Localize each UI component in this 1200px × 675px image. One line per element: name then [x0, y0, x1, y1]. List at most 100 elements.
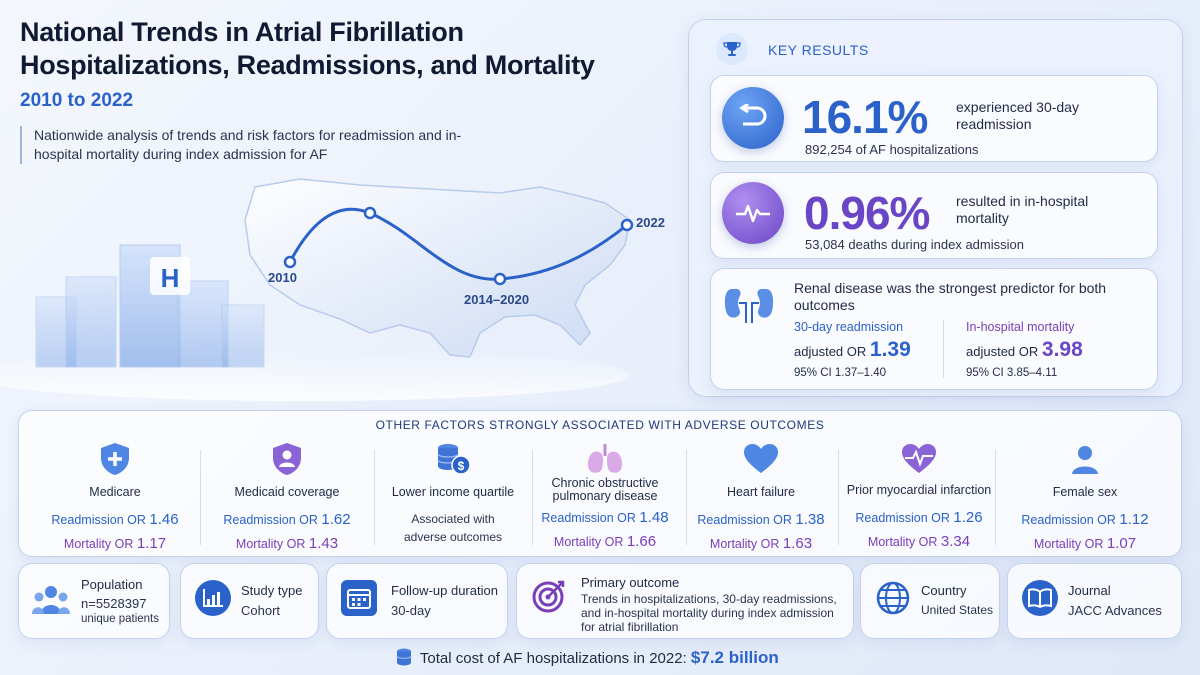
mortality-desc: resulted in in-hospital mortality: [956, 193, 1089, 226]
divider: [200, 450, 201, 545]
factor-heart-failure: Heart failure Readmission OR 1.38 Mortal…: [686, 440, 836, 552]
map-label-2014-2020: 2014–2020: [464, 292, 530, 307]
calendar-icon: [341, 580, 377, 616]
mortality-value: 0.96%: [804, 187, 930, 239]
primary-outcome-value: Trends in hospitalizations, 30-day readm…: [581, 592, 837, 634]
primary-outcome-label: Primary outcome: [581, 575, 680, 590]
other-factors-header: OTHER FACTORS STRONGLY ASSOCIATED WITH A…: [375, 418, 825, 432]
study-type-value: Cohort: [241, 603, 281, 618]
primary-outcome-card: Primary outcome Trends in hospitalizatio…: [516, 563, 854, 639]
factor-note-1: Associated with: [411, 512, 495, 526]
readmission-or: 1.48: [639, 509, 669, 526]
divider: [532, 450, 533, 545]
readmission-prefix: Readmission OR: [697, 513, 792, 527]
readmission-or: 1.12: [1119, 511, 1149, 528]
heart-pulse-icon: [844, 440, 994, 478]
factor-name: Female sex: [1052, 484, 1118, 499]
renal-mortality-label: In-hospital mortality: [966, 320, 1075, 334]
population-value: n=5528397: [81, 596, 147, 611]
kidney-icon: [722, 285, 776, 330]
shield-plus-icon: [40, 440, 190, 478]
total-cost-value: $7.2 billion: [690, 648, 779, 667]
factor-name: Medicaid coverage: [234, 484, 340, 499]
title-line-1: National Trends in Atrial Fibrillation: [20, 17, 464, 47]
readmission-value: 16.1%: [802, 91, 928, 143]
mortality-or: 3.34: [940, 533, 971, 550]
factor-name: Prior myocardial infarction: [846, 482, 992, 497]
readmission-or: 1.26: [953, 509, 983, 526]
factor-name: Heart failure: [726, 484, 796, 499]
heart-icon: [686, 440, 836, 478]
total-cost-text: Total cost of AF hospitalizations in 202…: [419, 650, 687, 667]
divider: [995, 450, 996, 545]
readmission-desc: experienced 30-day readmission: [956, 99, 1079, 132]
country-label: Country: [921, 583, 967, 598]
factor-prior-mi: Prior myocardial infarction Readmission …: [844, 440, 994, 550]
title-line-2: Hospitalizations, Readmissions, and Mort…: [20, 50, 595, 80]
renal-title: Renal disease was the strongest predicto…: [794, 280, 1107, 313]
trend-point-2010: [283, 255, 297, 269]
factor-medicare: Medicare Readmission OR 1.46 Mortality O…: [40, 440, 190, 552]
country-card: Country United States: [860, 563, 1000, 639]
factor-female-sex: Female sex Readmission OR 1.12 Mortality…: [1010, 440, 1160, 552]
map-label-2022: 2022: [636, 215, 665, 230]
mortality-or: 1.43: [308, 535, 339, 552]
intro-text: Nationwide analysis of trends and risk f…: [20, 126, 504, 164]
shield-person-icon: [212, 440, 362, 478]
journal-label: Journal: [1068, 583, 1111, 598]
svg-text:$: $: [458, 459, 465, 473]
hospital-buildings: H: [35, 244, 265, 368]
trend-point-2022: [620, 218, 634, 232]
renal-readmission-label: 30-day readmission: [794, 320, 904, 334]
factor-copd: Chronic obstructive pulmonary disease Re…: [530, 440, 680, 550]
renal-readmission-or-prefix: adjusted OR: [794, 344, 867, 359]
factor-name: Medicare: [89, 484, 141, 499]
renal-mortality-ci: 95% CI 3.85–4.11: [966, 367, 1058, 379]
mortality-prefix: Mortality OR: [867, 535, 938, 549]
mortality-or: 1.63: [782, 535, 813, 552]
key-results-label: KEY RESULTS: [768, 42, 869, 58]
mortality-or: 1.07: [1106, 535, 1137, 552]
population-card: Population n=5528397 unique patients: [18, 563, 170, 639]
readmission-sub: 892,254 of AF hospitalizations: [805, 142, 979, 157]
population-label: Population: [81, 577, 143, 592]
coins-stack-icon: [396, 648, 412, 670]
mortality-or: 1.17: [136, 535, 167, 552]
factor-name: Lower income quartile: [391, 484, 515, 499]
journal-card: Journal JACC Advances: [1007, 563, 1182, 639]
chart-icon: [195, 580, 231, 616]
divider: [686, 450, 687, 545]
year-range: 2010 to 2022: [20, 90, 134, 111]
readmission-prefix: Readmission OR: [223, 513, 318, 527]
factor-medicaid: Medicaid coverage Readmission OR 1.62 Mo…: [212, 440, 362, 552]
coins-icon: $: [378, 440, 528, 478]
trend-point-peak: [363, 206, 377, 220]
us-map-shape: [244, 178, 631, 358]
followup-value: 30-day: [391, 603, 431, 618]
total-cost: Total cost of AF hospitalizations in 202…: [396, 648, 779, 670]
factor-income: $ Lower income quartile Associated with …: [378, 440, 528, 544]
renal-mortality-or-prefix: adjusted OR: [966, 344, 1039, 359]
mortality-prefix: Mortality OR: [63, 537, 134, 551]
globe-icon: [875, 580, 911, 616]
renal-predictor-card: [710, 268, 1158, 390]
factor-note-2: adverse outcomes: [403, 530, 503, 544]
other-factors-panel: [18, 410, 1182, 557]
readmission-or: 1.46: [149, 511, 179, 528]
study-type-label: Study type: [241, 583, 303, 598]
trend-point-2014-2020: [493, 272, 507, 286]
readmission-prefix: Readmission OR: [855, 511, 950, 525]
factor-name: Chronic obstructive pulmonary disease: [551, 476, 659, 503]
journal-value: JACC Advances: [1068, 603, 1162, 618]
renal-mortality-or: 3.98: [1041, 338, 1083, 361]
mortality-stat-card: [710, 172, 1158, 259]
population-sub: unique patients: [81, 613, 160, 625]
mortality-sub: 53,084 deaths during index admission: [805, 237, 1024, 252]
readmission-prefix: Readmission OR: [51, 513, 146, 527]
people-icon: [31, 582, 71, 618]
trophy-icon: [716, 33, 748, 65]
mortality-or: 1.66: [626, 533, 657, 550]
renal-readmission-or: 1.39: [869, 338, 911, 361]
page-title: National Trends in Atrial Fibrillation H…: [20, 16, 595, 82]
mortality-prefix: Mortality OR: [1033, 537, 1104, 551]
